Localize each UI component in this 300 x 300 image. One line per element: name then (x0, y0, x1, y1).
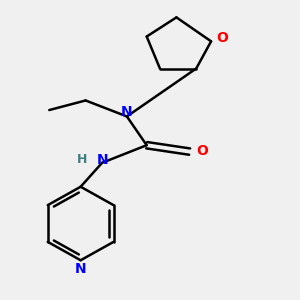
Text: N: N (121, 105, 133, 118)
Text: N: N (96, 153, 108, 166)
Text: N: N (75, 262, 86, 276)
Text: O: O (217, 31, 229, 45)
Text: H: H (77, 153, 88, 166)
Text: O: O (196, 144, 208, 158)
